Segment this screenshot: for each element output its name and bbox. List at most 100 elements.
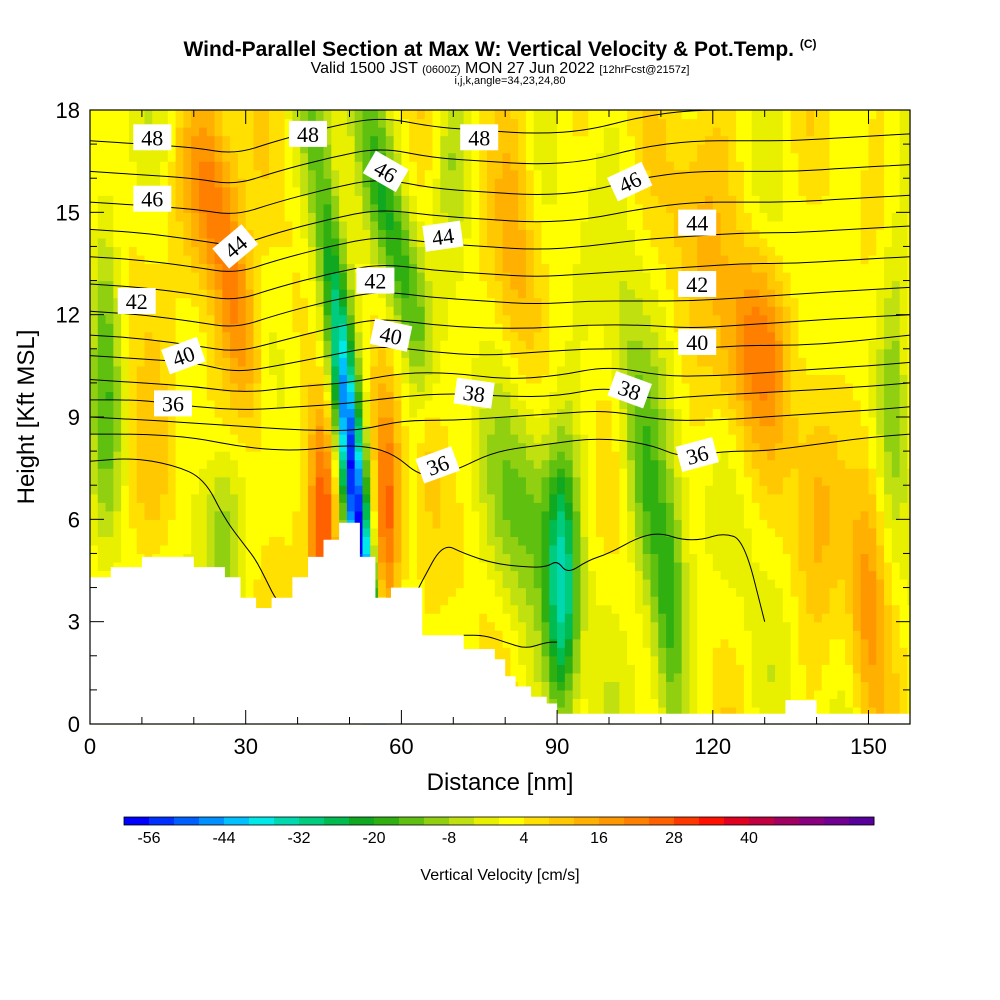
w-cell (307, 536, 317, 546)
w-cell (603, 399, 613, 410)
w-cell (198, 348, 208, 358)
w-cell (424, 374, 434, 384)
w-cell (541, 357, 550, 367)
w-cell (167, 323, 177, 333)
w-cell (206, 408, 216, 418)
w-cell (401, 561, 410, 572)
w-cell (97, 297, 107, 307)
w-cell (510, 203, 519, 213)
w-cell (136, 527, 146, 537)
w-cell (409, 408, 418, 418)
w-cell (222, 561, 231, 572)
w-cell (401, 434, 410, 444)
w-cell (448, 621, 457, 631)
w-cell (105, 152, 114, 162)
w-cell (619, 681, 628, 691)
w-cell (191, 254, 200, 265)
w-cell (222, 510, 231, 520)
w-cell (276, 579, 286, 589)
w-cell (167, 195, 177, 205)
w-cell (152, 169, 161, 179)
w-cell (152, 118, 161, 128)
w-cell (432, 493, 441, 503)
w-cell (541, 527, 550, 537)
w-cell (580, 382, 589, 393)
w-cell (354, 417, 364, 427)
w-cell (463, 229, 473, 239)
w-cell (230, 152, 239, 162)
w-cell (307, 254, 317, 265)
w-cell (269, 579, 278, 589)
w-cell (339, 297, 348, 307)
w-cell (183, 544, 192, 555)
w-cell (346, 152, 356, 162)
w-cell (90, 476, 99, 486)
w-cell (518, 621, 527, 631)
w-cell (502, 442, 511, 452)
w-cell (300, 510, 309, 520)
w-cell (557, 485, 566, 495)
w-cell (440, 382, 449, 393)
w-cell (603, 587, 613, 597)
w-cell (206, 212, 216, 222)
w-cell (525, 169, 535, 179)
w-cell (261, 127, 270, 137)
w-cell (167, 186, 177, 196)
w-cell (346, 289, 356, 299)
w-cell (580, 527, 589, 537)
w-cell (603, 331, 613, 341)
w-cell (323, 110, 332, 120)
w-cell (253, 579, 262, 589)
w-cell (557, 186, 566, 196)
w-cell (292, 144, 301, 154)
w-cell (276, 365, 286, 375)
w-cell (588, 195, 597, 205)
w-cell (105, 476, 114, 486)
w-cell (339, 118, 348, 128)
w-cell (128, 127, 138, 137)
w-cell (144, 544, 153, 555)
w-cell (401, 502, 410, 512)
w-cell (206, 254, 216, 265)
w-cell (455, 468, 465, 478)
w-cell (97, 391, 107, 401)
w-cell (487, 553, 496, 563)
w-cell (502, 510, 511, 520)
w-cell (315, 289, 325, 299)
w-cell (97, 229, 107, 239)
w-cell (237, 493, 247, 503)
w-cell (525, 229, 535, 239)
w-cell (455, 110, 465, 120)
w-cell (198, 502, 208, 512)
w-cell (541, 544, 550, 555)
w-cell (284, 536, 293, 546)
w-cell (448, 306, 457, 316)
w-cell (339, 476, 348, 486)
w-cell (144, 493, 153, 503)
w-cell (487, 280, 496, 290)
w-cell (261, 425, 270, 435)
w-cell (276, 118, 286, 128)
w-cell (549, 536, 558, 546)
w-cell (448, 314, 457, 324)
w-cell (144, 459, 153, 469)
w-cell (167, 536, 177, 546)
w-cell (144, 331, 153, 341)
w-cell (455, 297, 465, 307)
w-cell (432, 212, 441, 222)
w-cell (603, 152, 613, 162)
w-cell (128, 186, 138, 196)
w-cell (128, 263, 138, 273)
w-cell (494, 570, 504, 580)
w-cell (191, 220, 200, 230)
w-cell (97, 110, 107, 120)
w-cell (619, 536, 628, 546)
w-cell (90, 561, 99, 572)
w-cell (409, 314, 418, 324)
w-cell (331, 237, 340, 248)
w-cell (603, 289, 613, 299)
w-cell (572, 186, 582, 196)
w-cell (487, 195, 496, 205)
w-cell (105, 178, 114, 188)
w-cell (580, 272, 589, 282)
